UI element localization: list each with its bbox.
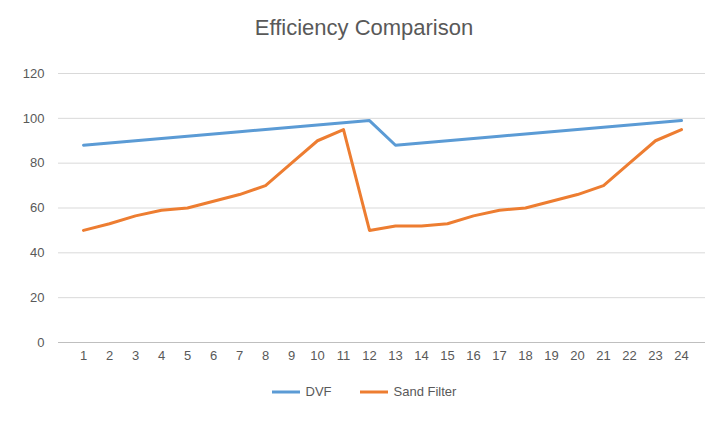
svg-text:15: 15 (440, 348, 454, 363)
svg-text:4: 4 (158, 348, 165, 363)
svg-text:9: 9 (288, 348, 295, 363)
svg-text:12: 12 (362, 348, 376, 363)
svg-text:10: 10 (310, 348, 324, 363)
svg-text:7: 7 (236, 348, 243, 363)
html-text:DVF: DVF (305, 384, 332, 399)
svg-text:100: 100 (23, 110, 45, 125)
svg-text:13: 13 (388, 348, 402, 363)
svg-text:20: 20 (30, 290, 44, 305)
svg-text:23: 23 (648, 348, 662, 363)
svg-text:80: 80 (30, 155, 44, 170)
svg-text:20: 20 (570, 348, 584, 363)
svg-text:2: 2 (106, 348, 113, 363)
svg-text:0: 0 (37, 335, 44, 350)
svg-text:3: 3 (132, 348, 139, 363)
html-text:Efficiency Comparison: Efficiency Comparison (254, 15, 474, 40)
html-text:Sand Filter: Sand Filter (393, 384, 457, 399)
svg-text:19: 19 (544, 348, 558, 363)
svg-text:120: 120 (23, 66, 45, 81)
svg-text:14: 14 (414, 348, 428, 363)
svg-text:16: 16 (466, 348, 480, 363)
svg-text:40: 40 (30, 245, 44, 260)
svg-text:17: 17 (492, 348, 506, 363)
svg-text:5: 5 (184, 348, 191, 363)
svg-text:18: 18 (518, 348, 532, 363)
svg-text:8: 8 (262, 348, 269, 363)
svg-text:60: 60 (30, 200, 44, 215)
svg-text:24: 24 (674, 348, 688, 363)
svg-text:21: 21 (596, 348, 610, 363)
svg-text:6: 6 (210, 348, 217, 363)
svg-text:11: 11 (337, 348, 351, 363)
svg-text:1: 1 (80, 348, 87, 363)
svg-text:22: 22 (622, 348, 636, 363)
